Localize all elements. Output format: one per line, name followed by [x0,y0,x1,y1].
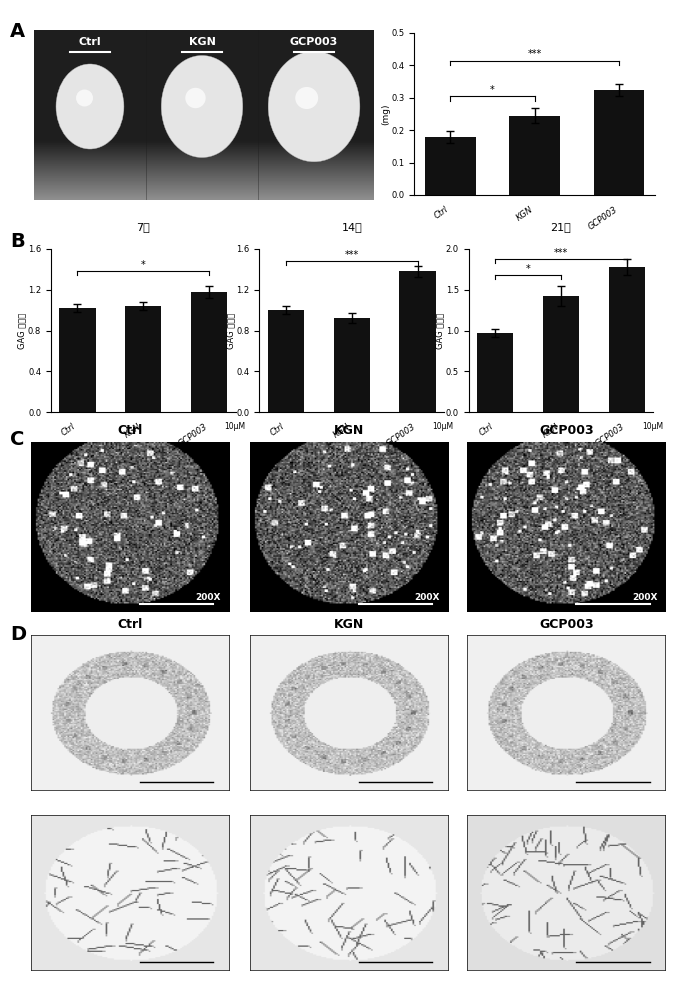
Text: 200X: 200X [196,593,221,602]
Text: Ctrl: Ctrl [117,424,143,437]
Bar [399,271,436,412]
Bar [191,292,227,412]
Text: Ctrl: Ctrl [79,37,101,47]
Text: Ctrl: Ctrl [117,618,143,631]
Bar [425,137,476,195]
Bar [593,90,644,195]
Ellipse shape [76,89,93,106]
Ellipse shape [268,51,360,162]
Bar [509,116,560,195]
Bar [333,318,370,412]
Ellipse shape [185,88,206,108]
Text: *: * [141,260,145,270]
Text: ***: *** [554,248,568,258]
Text: GCP003: GCP003 [539,424,593,437]
Y-axis label: GAG 的含量: GAG 的含量 [18,312,26,349]
Text: 10μM: 10μM [224,422,245,431]
Bar [543,296,579,412]
Text: D: D [10,625,26,644]
Text: KGN: KGN [334,618,364,631]
Y-axis label: (mg): (mg) [381,103,390,125]
Text: 200X: 200X [415,593,440,602]
Text: *: * [526,264,530,274]
Text: KGN: KGN [334,424,364,437]
Text: 200X: 200X [632,593,657,602]
Bar [608,267,645,412]
Bar [477,333,513,412]
Text: 10μM: 10μM [433,422,454,431]
Ellipse shape [295,87,318,109]
Title: 21天: 21天 [551,222,571,232]
Text: B: B [10,232,25,251]
Text: *: * [490,85,495,95]
Text: A: A [10,22,25,41]
Ellipse shape [162,55,243,157]
Title: 14天: 14天 [342,222,362,232]
Y-axis label: GAG 的含量: GAG 的含量 [226,312,235,349]
Text: 10μM: 10μM [642,422,663,431]
Bar [268,310,304,412]
Ellipse shape [56,64,124,149]
Text: GCP003: GCP003 [539,618,593,631]
Text: GCP003: GCP003 [290,37,338,47]
Title: 7天: 7天 [136,222,150,232]
Bar [59,308,96,412]
Text: C: C [10,430,24,449]
Text: ***: *** [345,250,359,260]
Text: ***: *** [528,49,542,59]
Bar [125,306,162,412]
Text: KGN: KGN [189,37,215,47]
Y-axis label: GAG 的含量: GAG 的含量 [435,312,444,349]
